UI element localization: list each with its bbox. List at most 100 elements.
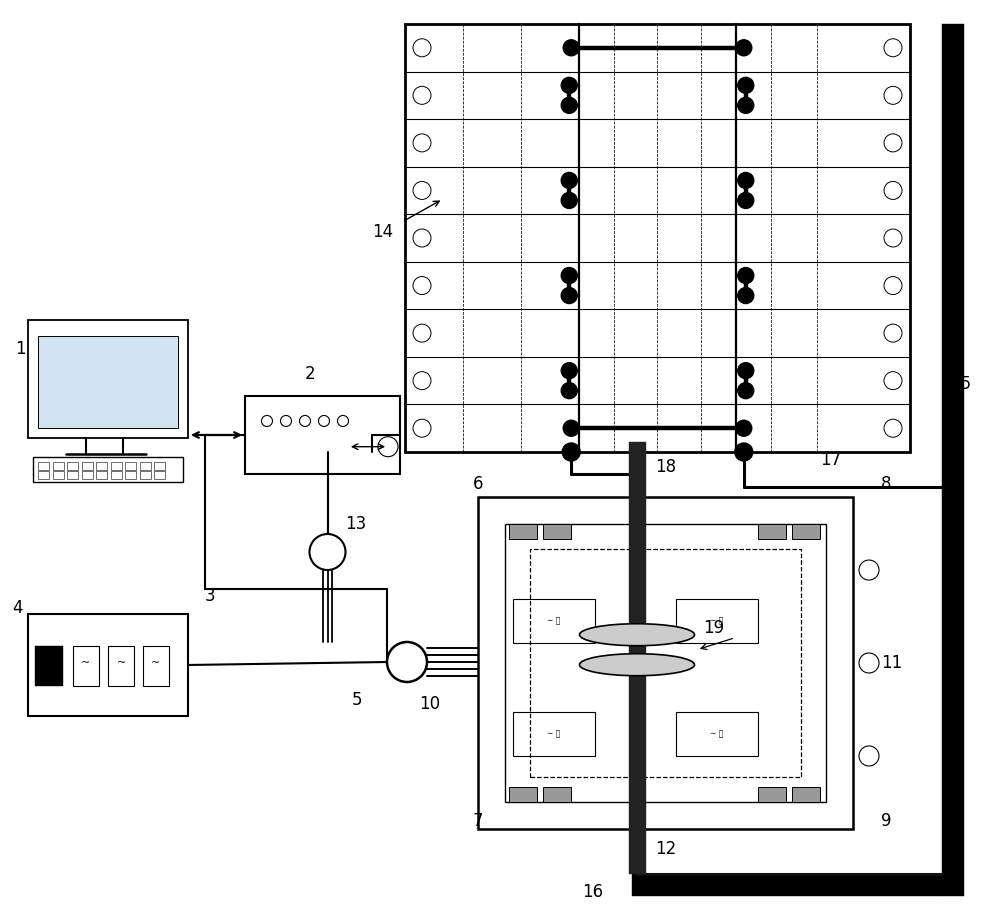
Circle shape: [387, 642, 427, 682]
Bar: [478, 497, 853, 829]
Text: 14: 14: [372, 223, 393, 241]
Bar: [505, 524, 826, 802]
Bar: [792, 787, 820, 802]
Bar: [28, 614, 188, 716]
Bar: [245, 396, 400, 474]
Circle shape: [738, 287, 754, 304]
Bar: [38, 336, 178, 428]
Bar: [509, 524, 537, 539]
Bar: [108, 646, 134, 686]
Bar: [509, 787, 537, 802]
Bar: [140, 471, 150, 479]
Text: 6: 6: [473, 475, 484, 493]
Bar: [38, 462, 49, 470]
Bar: [629, 497, 646, 829]
Circle shape: [562, 443, 580, 461]
Text: 13: 13: [346, 515, 367, 533]
Text: 17: 17: [820, 451, 841, 469]
Circle shape: [561, 268, 577, 284]
Bar: [38, 471, 49, 479]
Bar: [758, 787, 786, 802]
Bar: [52, 471, 64, 479]
Circle shape: [561, 287, 577, 304]
Circle shape: [561, 97, 577, 114]
Bar: [96, 462, 107, 470]
Text: 16: 16: [582, 883, 603, 901]
Bar: [513, 599, 595, 643]
Bar: [82, 462, 92, 470]
Text: ∼ 氏: ∼ 氏: [710, 616, 723, 626]
Text: ~: ~: [81, 658, 91, 668]
Bar: [758, 524, 786, 539]
Bar: [632, 874, 942, 896]
Bar: [143, 646, 169, 686]
Bar: [543, 787, 571, 802]
Circle shape: [736, 40, 752, 55]
Text: 15: 15: [950, 375, 971, 393]
Bar: [676, 599, 758, 643]
Circle shape: [563, 40, 579, 55]
Bar: [33, 457, 183, 482]
Bar: [67, 471, 78, 479]
Bar: [125, 462, 136, 470]
Bar: [82, 471, 92, 479]
Circle shape: [736, 420, 752, 436]
Text: 2: 2: [305, 365, 316, 383]
Circle shape: [735, 443, 753, 461]
Text: 1: 1: [15, 340, 26, 358]
Bar: [52, 462, 64, 470]
Text: 10: 10: [419, 695, 440, 713]
Ellipse shape: [580, 653, 694, 675]
Bar: [110, 471, 122, 479]
Bar: [676, 712, 758, 756]
Text: ∼ 氏: ∼ 氏: [547, 729, 561, 738]
Bar: [125, 471, 136, 479]
Bar: [629, 442, 646, 497]
Bar: [28, 320, 188, 438]
Text: 8: 8: [881, 475, 892, 493]
Circle shape: [738, 173, 754, 188]
Text: ∼ 氏: ∼ 氏: [710, 729, 723, 738]
Text: 7: 7: [473, 812, 484, 830]
Circle shape: [310, 534, 346, 570]
Text: 19: 19: [703, 619, 724, 637]
Circle shape: [738, 268, 754, 284]
Circle shape: [561, 383, 577, 398]
Bar: [154, 462, 165, 470]
Circle shape: [563, 420, 579, 436]
Text: 3: 3: [205, 587, 216, 605]
Text: ~: ~: [116, 658, 126, 668]
Text: 11: 11: [881, 654, 902, 672]
Text: 12: 12: [655, 840, 676, 858]
Text: 18: 18: [655, 458, 676, 476]
Circle shape: [738, 97, 754, 114]
Bar: [513, 712, 595, 756]
Bar: [629, 829, 646, 874]
Bar: [67, 462, 78, 470]
Text: ~: ~: [151, 658, 161, 668]
Bar: [110, 462, 122, 470]
Ellipse shape: [580, 624, 694, 646]
Bar: [140, 462, 150, 470]
Text: 9: 9: [881, 812, 892, 830]
Circle shape: [738, 78, 754, 93]
Circle shape: [561, 78, 577, 93]
Bar: [73, 646, 99, 686]
Circle shape: [738, 192, 754, 209]
Bar: [543, 524, 571, 539]
Circle shape: [738, 362, 754, 379]
Circle shape: [561, 362, 577, 379]
Bar: [530, 549, 801, 777]
Circle shape: [738, 383, 754, 398]
Bar: [942, 24, 964, 896]
Circle shape: [561, 192, 577, 209]
Bar: [96, 471, 107, 479]
Bar: [35, 646, 63, 686]
Bar: [405, 24, 910, 452]
Circle shape: [561, 173, 577, 188]
Bar: [154, 471, 165, 479]
Bar: [792, 524, 820, 539]
Text: ∼ 氏: ∼ 氏: [547, 616, 561, 626]
Text: 4: 4: [12, 599, 22, 617]
Text: 5: 5: [352, 691, 363, 709]
